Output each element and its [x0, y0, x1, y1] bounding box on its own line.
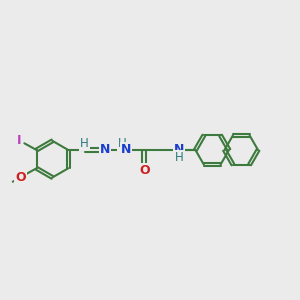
Text: N: N [100, 143, 110, 156]
Text: H: H [118, 137, 126, 150]
Text: H: H [80, 137, 89, 150]
Text: N: N [174, 143, 184, 156]
Text: N: N [121, 143, 131, 156]
Text: I: I [17, 134, 22, 147]
Text: O: O [139, 164, 149, 177]
Text: O: O [15, 171, 26, 184]
Text: H: H [175, 151, 183, 164]
